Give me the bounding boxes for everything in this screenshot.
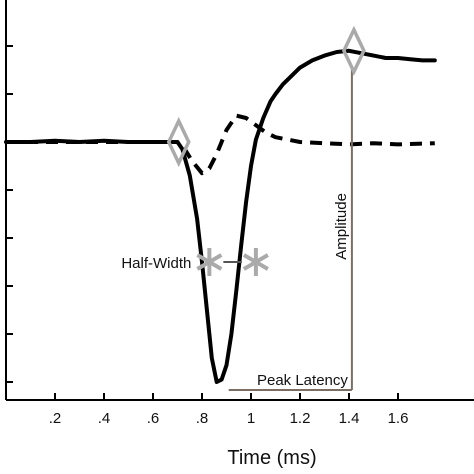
asterisk-stroke: [196, 253, 223, 271]
x-tick-label: .2: [49, 410, 62, 427]
solid-waveform-line: [4, 48, 437, 384]
asterisk-marker: [242, 248, 269, 276]
amplitude-label: Amplitude: [333, 193, 350, 260]
peak-latency-label: Peak Latency: [257, 372, 348, 389]
x-tick-label: .8: [196, 410, 209, 427]
asterisk-marker: [196, 248, 223, 276]
x-tick-label: 1.2: [290, 410, 311, 427]
series-layer: [4, 48, 437, 384]
x-tick-label: 1.4: [339, 410, 360, 427]
x-tick-label: 1: [247, 410, 255, 427]
x-axis-title: Time (ms): [227, 447, 316, 469]
dashed-waveform-line: [6, 113, 435, 176]
x-tick-label: .6: [147, 410, 160, 427]
x-tick-label: .4: [98, 410, 111, 427]
x-tick-label: 1.6: [388, 410, 409, 427]
diamond-marker: [166, 116, 191, 168]
asterisk-stroke: [242, 253, 269, 271]
diamond-marker: [341, 25, 366, 76]
marker-layer: [166, 25, 366, 276]
annotation-layer: Half-Width Peak Latency Amplitude: [121, 66, 353, 391]
axes: .2 .4 .6 .8 1 1.2 1.4 1.6: [5, 0, 474, 427]
half-width-label: Half-Width: [121, 255, 191, 272]
